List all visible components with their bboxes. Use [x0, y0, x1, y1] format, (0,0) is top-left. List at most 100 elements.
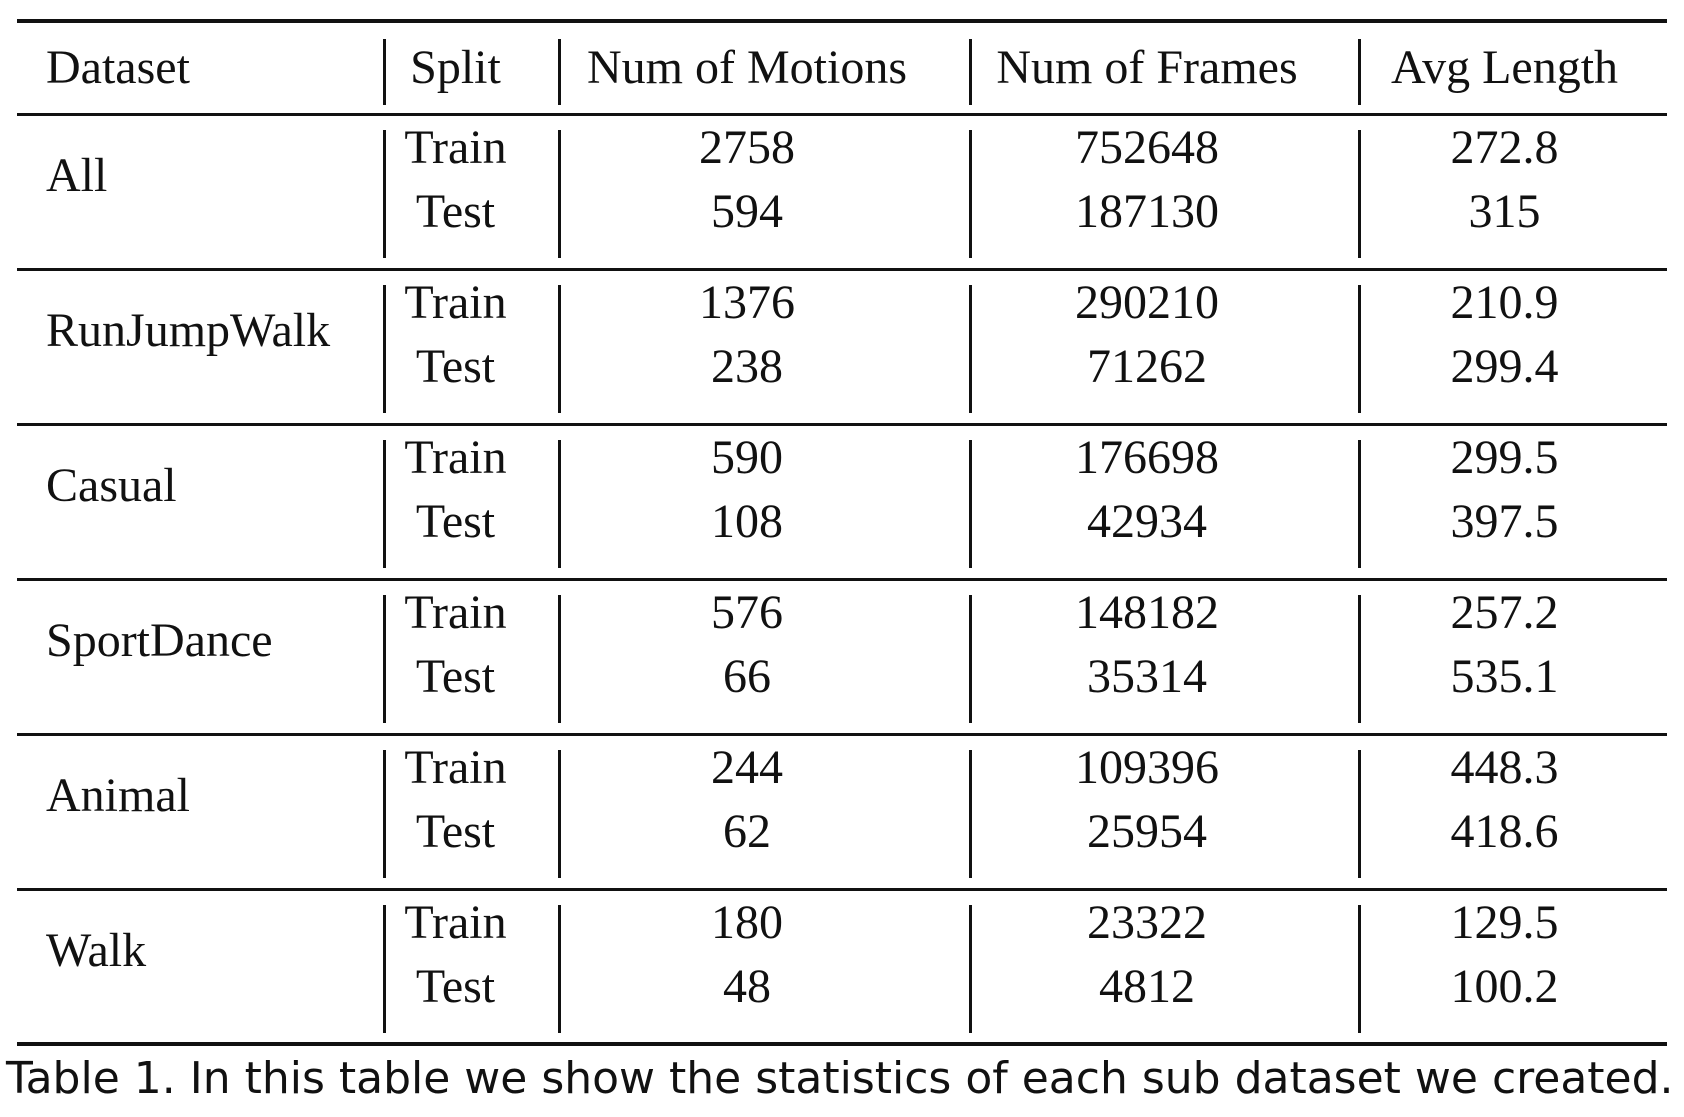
frames-cell: 4812: [1099, 960, 1195, 1013]
column-divider: [383, 285, 386, 413]
row-separator: [17, 888, 1667, 891]
avg-length-cell: 272.8: [1450, 121, 1559, 174]
motions-cell: 66: [723, 650, 771, 703]
column-divider: [558, 750, 561, 878]
dataset-group-sportdance: SportDance Train 576 148182 257.2 Test 6…: [17, 581, 1667, 736]
table-top-rule: [17, 19, 1667, 23]
avg-length-cell: 100.2: [1450, 960, 1559, 1013]
frames-cell: 752648: [1075, 121, 1219, 174]
column-divider: [383, 39, 386, 105]
split-cell: Train: [404, 586, 507, 639]
avg-length-cell: 210.9: [1450, 276, 1559, 329]
column-divider: [969, 905, 972, 1033]
split-cell: Train: [404, 431, 507, 484]
column-divider: [969, 285, 972, 413]
column-divider: [1358, 440, 1361, 568]
column-divider: [1358, 130, 1361, 258]
frames-cell: 290210: [1075, 276, 1219, 329]
dataset-group-runjumpwalk: RunJumpWalk Train 1376 290210 210.9 Test…: [17, 271, 1667, 426]
split-cell: Test: [415, 495, 496, 548]
header-avg-length: Avg Length: [1390, 41, 1619, 94]
header-rule: [17, 113, 1667, 116]
split-cell: Train: [404, 741, 507, 794]
frames-cell: 187130: [1075, 185, 1219, 238]
split-cell: Train: [404, 121, 507, 174]
motions-cell: 238: [711, 340, 783, 393]
column-divider: [1358, 285, 1361, 413]
column-divider: [558, 905, 561, 1033]
column-divider: [969, 440, 972, 568]
motions-cell: 244: [711, 741, 783, 794]
dataset-name: Casual: [46, 459, 177, 512]
table-bottom-rule: [17, 1042, 1667, 1046]
header-num-frames: Num of Frames: [996, 41, 1298, 94]
split-cell: Test: [415, 650, 496, 703]
frames-cell: 109396: [1075, 741, 1219, 794]
dataset-name: All: [46, 149, 108, 202]
avg-length-cell: 129.5: [1450, 896, 1559, 949]
motions-cell: 48: [723, 960, 771, 1013]
column-divider: [1358, 595, 1361, 723]
column-divider: [558, 39, 561, 105]
motions-cell: 576: [711, 586, 783, 639]
avg-length-cell: 257.2: [1450, 586, 1559, 639]
frames-cell: 23322: [1087, 896, 1207, 949]
column-divider: [1358, 750, 1361, 878]
column-divider: [383, 750, 386, 878]
frames-cell: 148182: [1075, 586, 1219, 639]
frames-cell: 71262: [1087, 340, 1207, 393]
column-divider: [383, 595, 386, 723]
avg-length-cell: 418.6: [1450, 805, 1559, 858]
avg-length-cell: 448.3: [1450, 741, 1559, 794]
frames-cell: 42934: [1087, 495, 1207, 548]
column-divider: [558, 440, 561, 568]
dataset-name: SportDance: [46, 614, 273, 667]
dataset-name: Animal: [46, 769, 190, 822]
column-divider: [383, 440, 386, 568]
dataset-group-walk: Walk Train 180 23322 129.5 Test 48 4812 …: [17, 891, 1667, 1046]
header-dataset: Dataset: [46, 41, 190, 94]
dataset-group-all: All Train 2758 752648 272.8 Test 594 187…: [17, 116, 1667, 271]
frames-cell: 25954: [1087, 805, 1207, 858]
split-cell: Test: [415, 960, 496, 1013]
column-divider: [969, 39, 972, 105]
column-divider: [969, 750, 972, 878]
split-cell: Train: [404, 276, 507, 329]
motions-cell: 2758: [699, 121, 795, 174]
motions-cell: 590: [711, 431, 783, 484]
motions-cell: 594: [711, 185, 783, 238]
frames-cell: 35314: [1087, 650, 1207, 703]
column-divider: [1358, 905, 1361, 1033]
split-cell: Test: [415, 340, 496, 393]
motions-cell: 108: [711, 495, 783, 548]
motions-cell: 1376: [699, 276, 795, 329]
row-separator: [17, 578, 1667, 581]
dataset-group-casual: Casual Train 590 176698 299.5 Test 108 4…: [17, 426, 1667, 581]
column-divider: [383, 130, 386, 258]
avg-length-cell: 397.5: [1450, 495, 1559, 548]
header-split: Split: [410, 41, 501, 94]
motions-cell: 180: [711, 896, 783, 949]
table-header-row: Dataset Split Num of Motions Num of Fram…: [17, 23, 1667, 113]
motions-cell: 62: [723, 805, 771, 858]
avg-length-cell: 299.5: [1450, 431, 1559, 484]
row-separator: [17, 733, 1667, 736]
frames-cell: 176698: [1075, 431, 1219, 484]
column-divider: [969, 595, 972, 723]
header-num-motions: Num of Motions: [586, 41, 907, 94]
column-divider: [558, 595, 561, 723]
column-divider: [1358, 39, 1361, 105]
table-caption: Table 1. In this table we show the stati…: [6, 1053, 1674, 1104]
avg-length-cell: 535.1: [1450, 650, 1559, 703]
dataset-name: Walk: [46, 924, 147, 977]
column-divider: [558, 285, 561, 413]
dataset-name: RunJumpWalk: [46, 304, 331, 357]
avg-length-cell: 315: [1468, 185, 1541, 238]
split-cell: Train: [404, 896, 507, 949]
table-body: All Train 2758 752648 272.8 Test 594 187…: [17, 116, 1667, 1046]
row-separator: [17, 423, 1667, 426]
dataset-group-animal: Animal Train 244 109396 448.3 Test 62 25…: [17, 736, 1667, 891]
row-separator: [17, 268, 1667, 271]
column-divider: [383, 905, 386, 1033]
avg-length-cell: 299.4: [1450, 340, 1559, 393]
